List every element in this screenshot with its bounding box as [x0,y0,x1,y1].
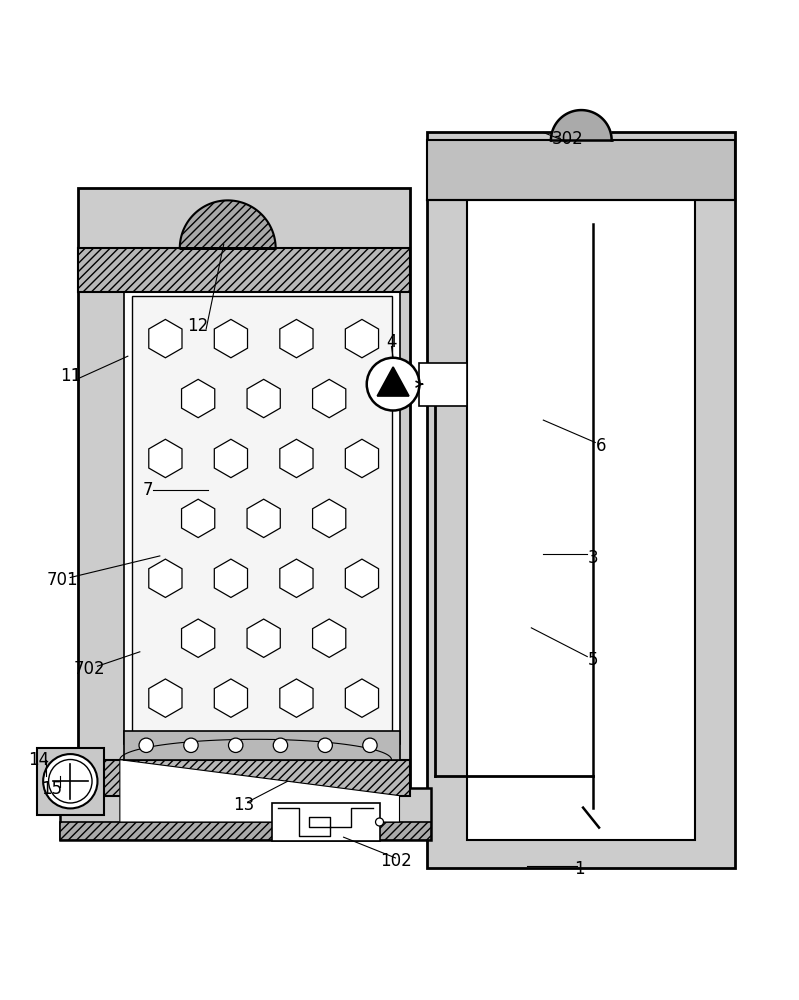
Polygon shape [181,379,215,418]
Polygon shape [149,319,182,358]
Polygon shape [247,619,280,657]
Text: 5: 5 [587,651,598,669]
Bar [467,184,695,840]
Text: 702: 702 [74,660,105,678]
Text: 11: 11 [60,367,81,385]
Polygon shape [120,760,400,822]
Text: 102: 102 [380,852,411,870]
Polygon shape [214,559,248,597]
Polygon shape [345,319,379,358]
Circle shape [139,738,153,752]
Polygon shape [345,679,379,717]
Polygon shape [377,367,409,396]
Text: 3: 3 [587,549,598,567]
Polygon shape [181,499,215,538]
Bar [419,363,467,406]
Circle shape [43,754,97,808]
Polygon shape [312,499,346,538]
Bar [427,140,735,200]
Polygon shape [280,559,313,597]
Text: 14: 14 [28,751,49,769]
Bar [132,296,392,732]
Polygon shape [345,439,379,478]
Text: 13: 13 [233,796,254,814]
Bar [37,748,104,815]
Polygon shape [280,679,313,717]
Text: 7: 7 [142,481,153,499]
Polygon shape [280,319,313,358]
Polygon shape [149,439,182,478]
Bar [60,788,431,840]
Text: 1: 1 [574,860,585,878]
Polygon shape [214,679,248,717]
Text: 12: 12 [188,317,209,335]
Bar [124,292,400,744]
Polygon shape [214,319,248,358]
Polygon shape [345,559,379,597]
Polygon shape [247,379,280,418]
Circle shape [376,818,384,826]
Text: 6: 6 [595,437,606,455]
Circle shape [363,738,377,752]
Polygon shape [312,379,346,418]
Text: 4: 4 [386,333,397,351]
Polygon shape [312,619,346,657]
Polygon shape [247,499,280,538]
Text: 15: 15 [42,780,62,798]
Text: 302: 302 [551,130,583,148]
Circle shape [229,738,243,752]
Text: 701: 701 [46,571,78,589]
Bar [78,248,410,292]
Circle shape [273,738,288,752]
Circle shape [367,358,419,411]
Bar [78,188,410,796]
Polygon shape [280,439,313,478]
Circle shape [184,738,198,752]
Polygon shape [214,439,248,478]
Bar [124,731,400,760]
Polygon shape [149,679,182,717]
Circle shape [318,738,332,752]
Bar [427,132,735,868]
Bar [78,760,410,796]
Polygon shape [181,619,215,657]
Polygon shape [180,200,276,248]
Polygon shape [149,559,182,597]
Bar [60,822,431,840]
Bar [272,803,380,841]
